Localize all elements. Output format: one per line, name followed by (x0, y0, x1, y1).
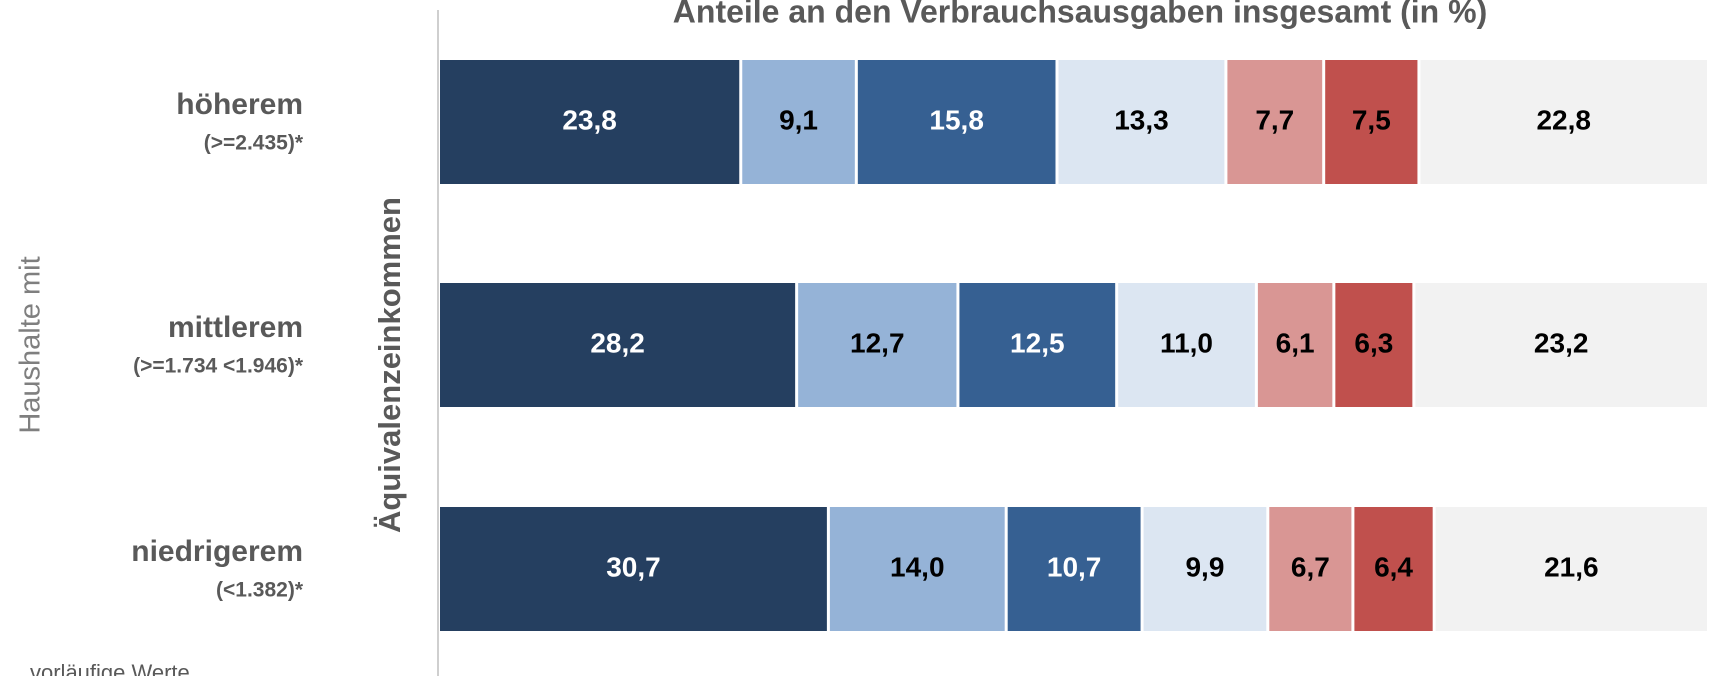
value-label: 10,7 (1047, 551, 1102, 582)
bar-segment (829, 507, 1005, 631)
value-label: 9,9 (1185, 551, 1224, 582)
bar-segment (1227, 60, 1323, 184)
value-label: 23,2 (1534, 327, 1589, 358)
category-label: mittlerem (168, 311, 303, 344)
bar-segment (1435, 507, 1707, 631)
axis-label: Äquivalenzeinkommen (372, 197, 407, 533)
value-label: 23,8 (562, 104, 617, 135)
bar-segment (440, 283, 796, 407)
bar-segment (1143, 507, 1267, 631)
category-sublabel: (>=2.435)* (204, 132, 304, 155)
value-label: 6,4 (1374, 551, 1413, 582)
bar-segment (1335, 283, 1413, 407)
value-label: 6,7 (1291, 551, 1330, 582)
bar-segment (1420, 60, 1707, 184)
bar-segment (959, 283, 1116, 407)
bar-segment (1269, 507, 1352, 631)
category-sublabel: (<1.382)* (216, 579, 304, 602)
bar-segment (440, 60, 740, 184)
value-label: 30,7 (606, 551, 661, 582)
bar-segment (440, 507, 827, 631)
value-label: 21,6 (1544, 551, 1599, 582)
value-label: 11,0 (1160, 327, 1213, 358)
chart-title: Anteile an den Verbrauchsausgaben insges… (673, 0, 1487, 29)
value-label: 6,3 (1354, 327, 1393, 358)
bar-segment (1058, 60, 1225, 184)
value-label: 9,1 (779, 104, 818, 135)
value-label: 14,0 (890, 551, 945, 582)
group-label: Haushalte mit (15, 256, 47, 433)
footnote: vorläufige Werte (30, 660, 190, 676)
value-label: 15,8 (929, 104, 984, 135)
value-label: 12,7 (850, 327, 905, 358)
value-label: 6,1 (1276, 327, 1315, 358)
bar-segment (1354, 507, 1433, 631)
bar-segment (1007, 507, 1141, 631)
bar-segment (857, 60, 1056, 184)
value-label: 7,5 (1352, 104, 1391, 135)
bar-segment (742, 60, 855, 184)
bar-segment (1325, 60, 1418, 184)
value-label: 12,5 (1010, 327, 1065, 358)
category-label: höherem (176, 88, 303, 121)
category-sublabel: (>=1.734 <1.946)* (133, 355, 304, 378)
bar-segment (1257, 283, 1333, 407)
value-label: 22,8 (1536, 104, 1591, 135)
bar-segment (1118, 283, 1255, 407)
category-label: niedrigerem (131, 535, 303, 568)
value-label: 13,3 (1114, 104, 1169, 135)
bar-segment (1415, 283, 1707, 407)
value-label: 28,2 (590, 327, 645, 358)
value-label: 7,7 (1255, 104, 1294, 135)
bar-segment (798, 283, 957, 407)
